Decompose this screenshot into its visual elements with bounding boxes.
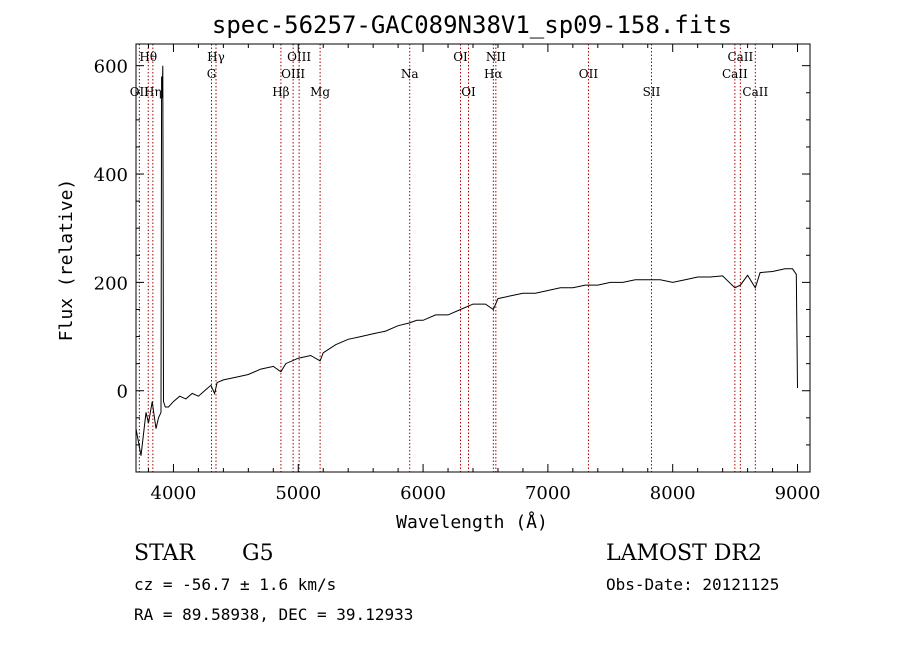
spectrum-line (135, 65, 798, 456)
x-axis: 4000 5000 6000 7000 8000 9000 (147, 44, 821, 504)
line-marker-label: Hθ (139, 50, 157, 64)
coordinates: RA = 89.58938, DEC = 39.12933 (134, 605, 413, 624)
x-tick-label: 6000 (400, 483, 446, 504)
y-tick-label: 400 (94, 165, 128, 186)
line-marker-label: OI (461, 85, 476, 99)
x-tick-label: 7000 (525, 483, 571, 504)
survey-name: LAMOST DR2 (606, 541, 762, 566)
line-marker-label: Hβ (272, 85, 289, 99)
line-marker-label: OI (453, 50, 468, 64)
plot-frame (135, 43, 811, 473)
y-tick-label: 0 (117, 382, 128, 403)
y-axis: 0 200 400 600 (94, 57, 810, 446)
observation-date: Obs-Date: 20121125 (606, 575, 779, 594)
x-tick-label: 4000 (151, 483, 197, 504)
line-marker-label: G (207, 67, 217, 81)
subclass: G5 (242, 541, 274, 566)
line-marker-label: SII (643, 85, 661, 99)
x-axis-label: Wavelength (Å) (396, 511, 548, 533)
line-marker-label: CaII (742, 85, 768, 99)
line-marker-label: Hη (144, 85, 162, 99)
y-tick-label: 200 (94, 273, 128, 294)
redshift-readout: cz = -56.7 ± 1.6 km/s (134, 575, 336, 594)
line-marker-label: Mg (310, 85, 330, 99)
line-marker-label: Na (401, 67, 419, 81)
y-tick-label: 600 (94, 57, 128, 78)
line-marker-label: OIII (281, 67, 305, 81)
line-marker-label: OII (130, 85, 150, 99)
chart-title: spec-56257-GAC089N38V1_sp09-158.fits (212, 11, 732, 39)
line-marker-label: NII (486, 50, 506, 64)
x-tick-label: 5000 (275, 483, 321, 504)
line-markers (138, 44, 756, 472)
line-marker-label: OII (579, 67, 599, 81)
object-class: STAR (134, 541, 196, 566)
line-marker-label: Hα (484, 67, 503, 81)
x-tick-label: 9000 (775, 483, 821, 504)
y-axis-label: Flux (relative) (56, 179, 77, 342)
x-tick-label: 8000 (650, 483, 696, 504)
line-marker-label: CaII (722, 67, 748, 81)
line-marker-label: OIII (287, 50, 311, 64)
line-marker-label: CaII (727, 50, 753, 64)
line-marker-label: Hγ (207, 50, 225, 64)
